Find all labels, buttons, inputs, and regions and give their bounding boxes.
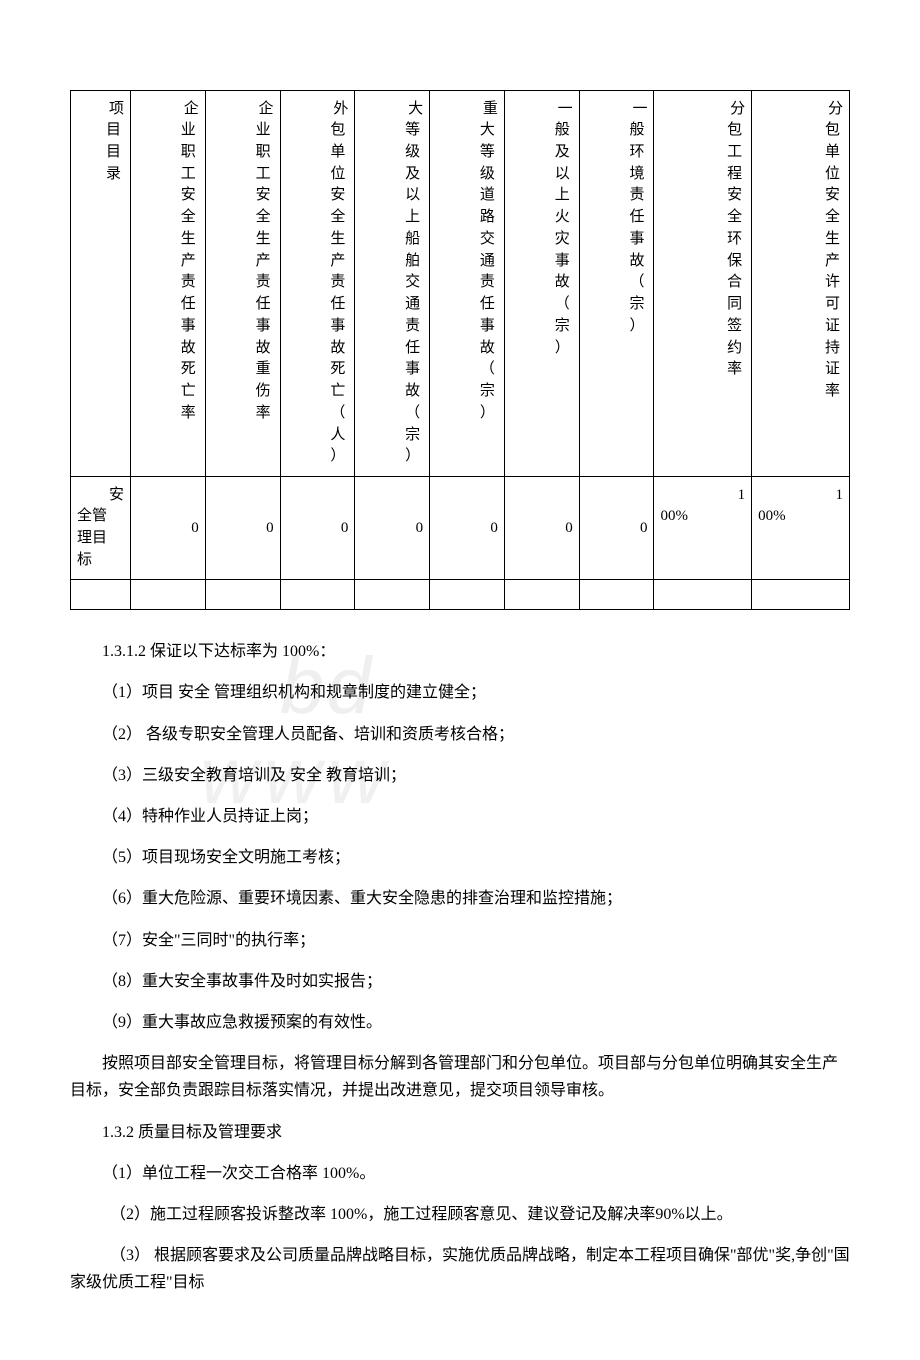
empty-cell xyxy=(131,580,206,610)
table-header-row: 项 目目录 企 业职工安全生产责任事故死亡率 企 业职工安全生产责任事故重伤率 … xyxy=(71,91,850,477)
list-item: （2）施工过程顾客投诉整改率 100%，施工过程顾客意见、建议登记及解决率90%… xyxy=(70,1201,850,1228)
list-item: （4）特种作业人员持证上岗； xyxy=(70,803,850,830)
header-cell-project: 项 目目录 xyxy=(71,91,131,477)
header-cell-3: 外 包单位安全生产责任事故死亡（人） xyxy=(280,91,355,477)
header-cell-2: 企 业职工安全生产责任事故重伤率 xyxy=(205,91,280,477)
row-label-cell: 安 全管理目标 xyxy=(71,477,131,580)
page-content: 项 目目录 企 业职工安全生产责任事故死亡率 企 业职工安全生产责任事故重伤率 … xyxy=(70,90,850,1296)
data-cell-8: 1 00% xyxy=(654,477,752,580)
paragraph-summary: 按照项目部安全管理目标，将管理目标分解到各管理部门和分包单位。项目部与分包单位明… xyxy=(70,1050,850,1104)
header-cell-6: 一 般及以上火灾事故（宗） xyxy=(504,91,579,477)
list-item: （2） 各级专职安全管理人员配备、培训和资质考核合格； xyxy=(70,721,850,748)
data-cell-3: 0 xyxy=(280,477,355,580)
empty-cell xyxy=(579,580,654,610)
data-cell-9: 1 00% xyxy=(752,477,850,580)
empty-cell xyxy=(71,580,131,610)
data-cell-6: 0 xyxy=(504,477,579,580)
data-cell-7: 0 xyxy=(579,477,654,580)
empty-cell xyxy=(752,580,850,610)
section-1-3-1-2-heading: 1.3.1.2 保证以下达标率为 100%： xyxy=(70,638,850,665)
list-item: （5）项目现场安全文明施工考核； xyxy=(70,844,850,871)
list-item: （8）重大安全事故事件及时如实报告； xyxy=(70,968,850,995)
list-item: （3）三级安全教育培训及 安全 教育培训； xyxy=(70,762,850,789)
data-cell-2: 0 xyxy=(205,477,280,580)
empty-cell xyxy=(504,580,579,610)
empty-cell xyxy=(205,580,280,610)
header-cell-7: 一 般环境责任事故（宗） xyxy=(579,91,654,477)
empty-cell xyxy=(654,580,752,610)
data-cell-4: 0 xyxy=(355,477,430,580)
list-item: （1）单位工程一次交工合格率 100%。 xyxy=(70,1160,850,1187)
empty-cell xyxy=(430,580,505,610)
list-item: （7）安全"三同时"的执行率； xyxy=(70,927,850,954)
header-cell-8: 分 包工程安全环保合同签约率 xyxy=(654,91,752,477)
list-item: （6）重大危险源、重要环境因素、重大安全隐患的排查治理和监控措施； xyxy=(70,885,850,912)
data-cell-1: 0 xyxy=(131,477,206,580)
list-item: （1）项目 安全 管理组织机构和规章制度的建立健全； xyxy=(70,679,850,706)
safety-target-table: 项 目目录 企 业职工安全生产责任事故死亡率 企 业职工安全生产责任事故重伤率 … xyxy=(70,90,850,610)
empty-cell xyxy=(280,580,355,610)
table-empty-row xyxy=(71,580,850,610)
section-1-3-2-heading: 1.3.2 质量目标及管理要求 xyxy=(70,1119,850,1146)
list-item: （3） 根据顾客要求及公司质量品牌战略目标，实施优质品牌战略，制定本工程项目确保… xyxy=(70,1242,850,1296)
data-cell-5: 0 xyxy=(430,477,505,580)
table-data-row: 安 全管理目标 0 0 0 0 0 0 0 1 00% 1 00% xyxy=(71,477,850,580)
header-cell-4: 大 等级及以上船舶交通责任事故（宗） xyxy=(355,91,430,477)
empty-cell xyxy=(355,580,430,610)
header-cell-5: 重 大等级道路交通责任事故（宗） xyxy=(430,91,505,477)
header-cell-9: 分 包单位安全生产许可证持证率 xyxy=(752,91,850,477)
list-item: （9）重大事故应急救援预案的有效性。 xyxy=(70,1009,850,1036)
header-cell-1: 企 业职工安全生产责任事故死亡率 xyxy=(131,91,206,477)
